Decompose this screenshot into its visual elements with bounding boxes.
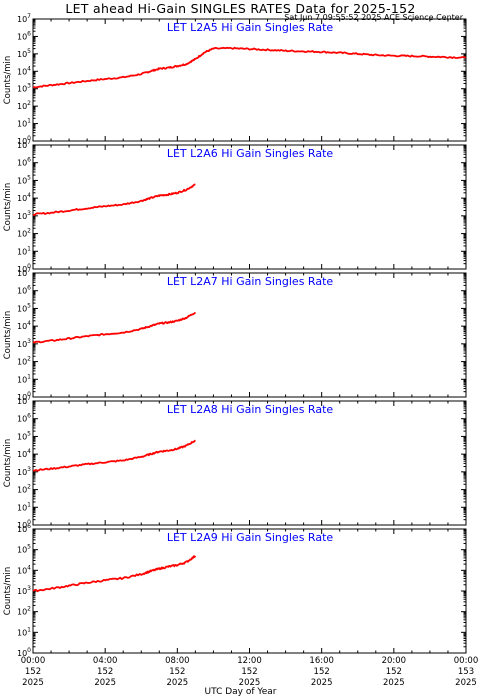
y-tick-label: 105 bbox=[17, 544, 31, 555]
y-tick-label: 100 bbox=[17, 391, 31, 402]
x-axis-title: UTC Day of Year bbox=[204, 687, 277, 697]
panel-title: LET L2A6 Hi Gain Singles Rate bbox=[167, 147, 334, 160]
x-tick-label: 2025 bbox=[22, 678, 44, 688]
panel-title: LET L2A8 Hi Gain Singles Rate bbox=[167, 403, 334, 416]
panel-title: LET L2A9 Hi Gain Singles Rate bbox=[167, 531, 334, 544]
y-axis-title: Counts/min bbox=[3, 56, 13, 105]
x-tick-label: 152 bbox=[169, 667, 185, 677]
y-tick-label: 102 bbox=[17, 228, 31, 239]
y-tick-label: 106 bbox=[17, 285, 31, 296]
y-axis-title: Counts/min bbox=[3, 311, 13, 360]
data-series-line bbox=[32, 311, 197, 344]
timestamp: Sat Jun 7 09:55:52 2025 ACE Science Cent… bbox=[284, 13, 463, 22]
y-tick-label: 104 bbox=[17, 192, 31, 203]
y-tick-label: 107 bbox=[17, 395, 31, 406]
y-tick-label: 104 bbox=[17, 564, 31, 575]
plot-frame bbox=[32, 528, 467, 654]
y-tick-label: 101 bbox=[17, 501, 31, 512]
y-tick-label: 104 bbox=[17, 320, 31, 331]
y-tick-label: 105 bbox=[17, 48, 31, 59]
y-tick-label: 107 bbox=[17, 267, 31, 278]
y-axis-title: Counts/min bbox=[3, 439, 13, 488]
y-tick-label: 103 bbox=[17, 83, 31, 94]
x-tick-label: 152 bbox=[25, 667, 41, 677]
data-series-line bbox=[33, 439, 196, 472]
y-tick-label: 101 bbox=[17, 118, 31, 129]
x-tick-label: 2025 bbox=[167, 678, 189, 688]
panel-title: LET L2A5 Hi Gain Singles Rate bbox=[167, 21, 334, 34]
x-tick-label: 2025 bbox=[311, 678, 333, 688]
data-series-line bbox=[32, 46, 467, 89]
x-tick-label: 20:00 bbox=[382, 656, 407, 666]
page-title: LET ahead Hi-Gain SINGLES RATES Data for… bbox=[65, 1, 416, 16]
chart-panel: 100 101 102 103 104 105 106 107 Counts/min LET L2… bbox=[3, 13, 467, 146]
y-tick-label: 106 bbox=[17, 523, 31, 534]
y-tick-label: 106 bbox=[17, 30, 31, 41]
y-tick-label: 102 bbox=[17, 100, 31, 111]
y-tick-label: 104 bbox=[17, 65, 31, 76]
x-tick-label: 152 bbox=[97, 667, 113, 677]
data-series-line bbox=[32, 183, 196, 216]
y-tick-label: 105 bbox=[17, 430, 31, 441]
y-tick-label: 103 bbox=[17, 210, 31, 221]
y-tick-label: 100 bbox=[17, 519, 31, 530]
y-tick-label: 106 bbox=[17, 413, 31, 424]
panel-title: LET L2A7 Hi Gain Singles Rate bbox=[167, 275, 334, 288]
x-tick-label: 12:00 bbox=[237, 656, 262, 666]
chart-panel: 100 101 102 103 104 105 106 107 Counts/min LET L2… bbox=[3, 395, 467, 530]
x-tick-label: 152 bbox=[314, 667, 330, 677]
x-tick-label: 08:00 bbox=[165, 656, 190, 666]
data-series-line bbox=[32, 555, 197, 593]
y-tick-label: 105 bbox=[17, 174, 31, 185]
y-tick-label: 103 bbox=[17, 466, 31, 477]
chart-panel: 100 101 102 103 104 105 106 Counts/min LET L2A9 … bbox=[3, 523, 467, 658]
y-axis-title: Counts/min bbox=[3, 567, 13, 616]
y-tick-label: 100 bbox=[17, 647, 31, 658]
y-tick-label: 104 bbox=[17, 448, 31, 459]
x-tick-label: 00:00 bbox=[21, 656, 46, 666]
y-tick-label: 107 bbox=[17, 139, 31, 150]
y-tick-label: 101 bbox=[17, 245, 31, 256]
y-tick-label: 102 bbox=[17, 484, 31, 495]
x-tick-label: 04:00 bbox=[93, 656, 118, 666]
chart-panel: 100 101 102 103 104 105 106 107 Counts/min LET L2… bbox=[3, 267, 467, 402]
x-tick-label: 16:00 bbox=[309, 656, 334, 666]
y-tick-label: 100 bbox=[17, 263, 31, 274]
y-axis-title: Counts/min bbox=[3, 183, 13, 232]
y-tick-label: 103 bbox=[17, 585, 31, 596]
x-tick-label: 2025 bbox=[94, 678, 116, 688]
x-tick-label: 152 bbox=[386, 667, 402, 677]
y-tick-label: 102 bbox=[17, 356, 31, 367]
y-tick-label: 107 bbox=[17, 13, 31, 24]
y-tick-label: 103 bbox=[17, 338, 31, 349]
y-tick-label: 106 bbox=[17, 157, 31, 168]
x-tick-label: 2025 bbox=[455, 678, 477, 688]
x-tick-label: 00:00 bbox=[454, 656, 479, 666]
x-tick-label: 2025 bbox=[383, 678, 405, 688]
y-tick-label: 105 bbox=[17, 302, 31, 313]
x-tick-label: 2025 bbox=[239, 678, 261, 688]
chart-panel: 100 101 102 103 104 105 106 107 Counts/min LET L2… bbox=[3, 139, 467, 274]
x-tick-label: 153 bbox=[458, 667, 474, 677]
x-tick-label: 152 bbox=[241, 667, 257, 677]
y-tick-label: 101 bbox=[17, 373, 31, 384]
y-tick-label: 102 bbox=[17, 606, 31, 617]
y-tick-label: 101 bbox=[17, 626, 31, 637]
y-tick-label: 100 bbox=[17, 135, 31, 146]
